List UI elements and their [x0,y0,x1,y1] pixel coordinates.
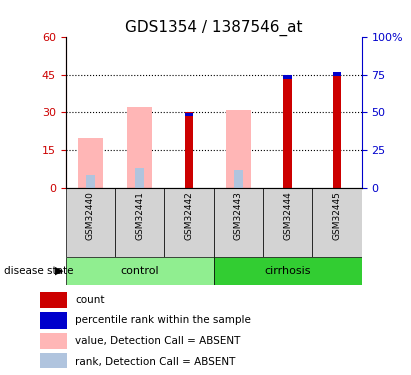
Bar [312,188,362,257]
Bar [86,175,95,188]
Text: ▶: ▶ [55,266,64,276]
Bar [66,257,214,285]
Text: GSM32445: GSM32445 [332,191,342,240]
Text: count: count [75,295,105,305]
Bar [66,188,115,257]
Title: GDS1354 / 1387546_at: GDS1354 / 1387546_at [125,20,302,36]
Bar [135,168,144,188]
Text: disease state: disease state [4,266,74,276]
Bar [185,112,194,116]
Bar [226,110,251,188]
Bar [40,292,67,308]
Bar [40,333,67,350]
Text: cirrhosis: cirrhosis [264,266,311,276]
Bar [234,170,243,188]
Text: GSM32441: GSM32441 [135,191,144,240]
Text: GSM32440: GSM32440 [86,191,95,240]
Bar [40,312,67,329]
Bar [332,72,342,76]
Bar [164,188,214,257]
Bar [332,72,342,188]
Bar [263,188,312,257]
Bar [283,75,292,188]
Bar [185,168,194,188]
Text: control: control [120,266,159,276]
Bar [40,354,67,370]
Bar [214,257,362,285]
Text: value, Detection Call = ABSENT: value, Detection Call = ABSENT [75,336,240,346]
Text: GSM32443: GSM32443 [234,191,243,240]
Bar [127,108,152,188]
Text: percentile rank within the sample: percentile rank within the sample [75,315,251,326]
Bar [185,112,194,188]
Bar [78,138,103,188]
Text: rank, Detection Call = ABSENT: rank, Detection Call = ABSENT [75,357,236,367]
Bar [283,75,292,79]
Text: GSM32444: GSM32444 [283,191,292,240]
Bar [214,188,263,257]
Bar [115,188,164,257]
Text: GSM32442: GSM32442 [185,191,194,240]
